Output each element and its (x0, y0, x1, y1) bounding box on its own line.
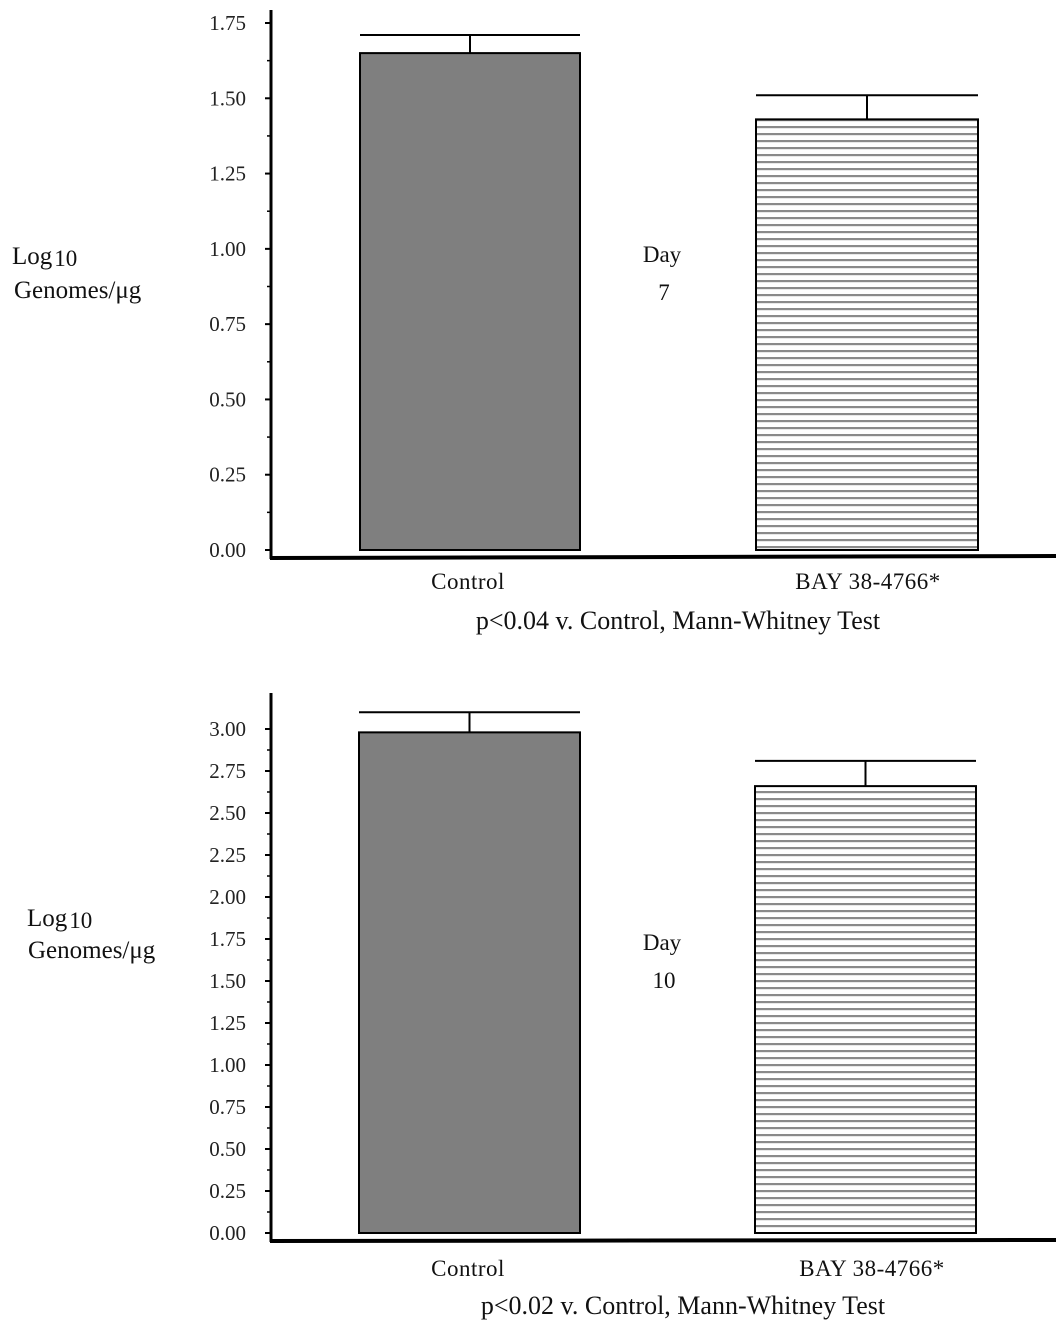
y-label-log: Log (27, 905, 68, 932)
chart-day-7: Log10 Genomes/μg 0.00 0.25 0.50 0.75 1.00 1.2… (12, 10, 1056, 635)
y-label-units: Genomes/μg (14, 277, 142, 304)
y-tick-label: 1.50 (209, 86, 246, 110)
bars (358, 711, 977, 1234)
bar-bay-38-4766 (754, 785, 977, 1234)
y-tick-label: 1.50 (209, 969, 246, 993)
y-tick-label: 1.75 (209, 927, 246, 951)
y-tick-label: 2.75 (209, 759, 246, 783)
x-axis-line (269, 1238, 1056, 1243)
svg-text:Log10: Log10 (12, 243, 77, 271)
y-tick-label: 0.75 (209, 1095, 246, 1119)
day-number: 7 (658, 280, 670, 305)
y-tick-label: 2.25 (209, 843, 246, 867)
day-number: 10 (653, 968, 676, 993)
bars (359, 34, 979, 551)
x-tick-label-control: Control (431, 569, 505, 594)
y-tick-label: 3.00 (209, 717, 246, 741)
day-label: Day (643, 930, 682, 955)
y-tick-label: 0.25 (209, 1179, 246, 1203)
significance-footnote: p<0.02 v. Control, Mann-Whitney Test (481, 1291, 886, 1320)
y-tick-label: 1.00 (209, 237, 246, 261)
y-label-subscript: 10 (69, 908, 92, 933)
y-axis-label: Log10 Genomes/μg (12, 243, 142, 304)
y-tick-label: 0.50 (209, 1137, 246, 1161)
y-axis-ticks: 0.00 0.25 0.50 0.75 1.00 1.25 1.50 1.75 2.00 2.25… (209, 717, 271, 1245)
y-tick-label: 1.25 (209, 162, 246, 186)
y-tick-label: 1.75 (209, 11, 246, 35)
y-axis-ticks: 0.00 0.25 0.50 0.75 1.00 1.25 1.50 1.75 (209, 11, 271, 562)
y-tick-label: 2.00 (209, 885, 246, 909)
x-tick-label-bay: BAY 38-4766* (795, 569, 941, 594)
bar-control (359, 52, 581, 551)
y-label-subscript: 10 (54, 246, 77, 271)
y-tick-label: 0.50 (209, 387, 246, 411)
y-label-units: Genomes/μg (28, 937, 156, 964)
x-axis-line (269, 554, 1056, 560)
y-tick-label: 0.00 (209, 1221, 246, 1245)
y-tick-label: 1.25 (209, 1011, 246, 1035)
y-tick-label: 0.25 (209, 463, 246, 487)
y-tick-label: 0.75 (209, 312, 246, 336)
y-tick-label: 0.00 (209, 538, 246, 562)
y-tick-label: 2.50 (209, 801, 246, 825)
y-axis-label: Log10 Genomes/μg (27, 905, 156, 964)
y-tick-label: 1.00 (209, 1053, 246, 1077)
x-tick-label-bay: BAY 38-4766* (799, 1256, 945, 1281)
y-label-log: Log (12, 243, 53, 270)
svg-text:Log10: Log10 (27, 905, 92, 933)
x-tick-label-control: Control (431, 1256, 505, 1281)
bar-control (358, 731, 581, 1234)
chart-day-10: Log10 Genomes/μg 0.000.250.500.751.001.2… (27, 693, 1056, 1320)
day-label: Day (643, 242, 682, 267)
significance-footnote: p<0.04 v. Control, Mann-Whitney Test (476, 606, 881, 635)
bar-bay-38-4766 (755, 118, 979, 551)
